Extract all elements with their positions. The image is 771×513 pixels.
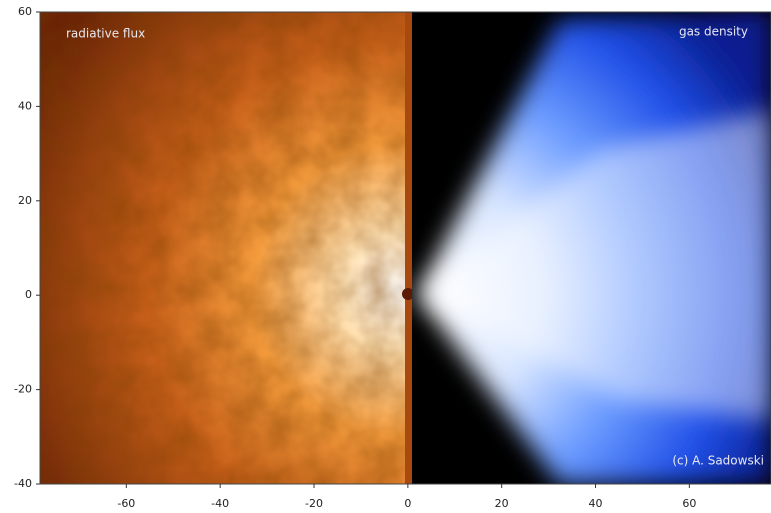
image: [40, 10, 771, 484]
x-tick-label: 60: [682, 497, 696, 509]
annotation: radiative flux: [66, 27, 145, 41]
annotation: (c) A. Sadowski: [672, 454, 764, 468]
page: radiative flux gas density (c) A. Sadows…: [0, 0, 771, 513]
x-tick-label: -40: [211, 497, 229, 509]
chart: radiative flux gas density (c) A. Sadows…: [0, 0, 771, 509]
x-tick-label: 20: [495, 497, 509, 509]
y-tick-label: 20: [18, 194, 32, 207]
x-tick-label: 0: [404, 497, 411, 509]
y-tick-label: 0: [25, 288, 32, 301]
y-tick-label: 60: [18, 5, 32, 18]
annotation: gas density: [679, 25, 748, 39]
x-tick-label: 40: [589, 497, 603, 509]
y-tick-label: 40: [18, 99, 32, 112]
y-tick-label: -20: [14, 383, 32, 396]
x-tick-label: -60: [117, 497, 135, 509]
x-tick-label: -20: [305, 497, 323, 509]
y-tick-label: -40: [14, 477, 32, 490]
